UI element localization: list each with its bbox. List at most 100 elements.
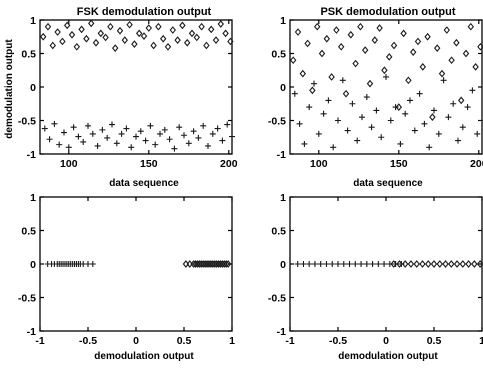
x-tick-label: -1 bbox=[35, 335, 44, 347]
x-tick-label: 0.5 bbox=[177, 335, 192, 347]
x-tick-label: 150 bbox=[390, 158, 408, 170]
x-tick-label: 150 bbox=[140, 158, 158, 170]
data-point-plus bbox=[335, 261, 341, 267]
data-point-diamond bbox=[361, 46, 369, 55]
data-point-diamond bbox=[145, 24, 153, 32]
data-point-plus bbox=[219, 137, 226, 144]
data-point-plus bbox=[301, 140, 308, 147]
data-point-plus bbox=[339, 77, 346, 84]
data-point-diamond bbox=[419, 260, 426, 268]
data-point-diamond bbox=[188, 29, 196, 38]
data-point-diamond bbox=[135, 29, 143, 38]
data-point-plus bbox=[147, 122, 154, 129]
data-point-plus bbox=[224, 121, 231, 128]
data-point-plus bbox=[89, 130, 96, 137]
data-point-diamond bbox=[155, 22, 162, 31]
data-point-plus bbox=[317, 261, 324, 267]
x-tick-label: -0.5 bbox=[329, 335, 347, 347]
data-point-plus bbox=[137, 128, 144, 135]
data-point-diamond bbox=[443, 26, 451, 34]
data-point-diamond bbox=[366, 79, 374, 88]
data-point-diamond bbox=[438, 69, 446, 78]
data-point-plus bbox=[99, 126, 106, 133]
data-point-plus bbox=[479, 117, 483, 124]
data-point-plus bbox=[354, 137, 361, 144]
data-point-plus bbox=[306, 261, 313, 267]
data-point-diamond bbox=[425, 260, 432, 268]
data-point-diamond bbox=[357, 22, 364, 31]
data-point-diamond bbox=[150, 41, 157, 50]
y-tick-label: 1 bbox=[280, 15, 286, 27]
data-point-plus bbox=[464, 104, 471, 111]
data-point-diamond bbox=[442, 260, 449, 268]
data-point-diamond bbox=[49, 41, 57, 50]
data-point-plus bbox=[157, 130, 163, 137]
data-point-plus bbox=[383, 73, 389, 80]
data-point-diamond bbox=[223, 260, 230, 268]
x-tick-label: 0.5 bbox=[427, 335, 442, 347]
data-point-plus bbox=[392, 104, 399, 111]
data-point-plus bbox=[128, 144, 135, 151]
y-tick-label: 0.5 bbox=[271, 226, 286, 238]
chart-title: FSK demodulation output bbox=[77, 6, 212, 18]
data-point-diamond bbox=[83, 34, 90, 43]
y-tick-label: 0.5 bbox=[21, 49, 36, 61]
x-tick-label: -0.5 bbox=[79, 335, 97, 347]
data-point-diamond bbox=[54, 28, 61, 36]
data-point-diamond bbox=[347, 30, 355, 39]
data-point-plus bbox=[346, 261, 353, 267]
x-axis-label: demodulation output bbox=[94, 351, 194, 362]
data-point-plus bbox=[123, 125, 130, 132]
data-point-diamond bbox=[413, 260, 420, 268]
data-point-plus bbox=[200, 122, 207, 129]
data-point-diamond bbox=[294, 28, 302, 36]
data-point-plus bbox=[181, 132, 187, 139]
data-point-plus bbox=[291, 90, 298, 97]
chart-psk-constellation: demodulation output 1 0.5 0 -0.5 -1-1 -0.5 0 0.… bbox=[268, 192, 483, 362]
data-point-diamond bbox=[164, 42, 172, 51]
chart-psk-demodulation: PSK demodulation output data sequence 10… bbox=[268, 6, 483, 189]
data-point-plus bbox=[329, 261, 336, 267]
data-point-plus bbox=[402, 110, 409, 117]
data-point-plus bbox=[306, 104, 313, 111]
data-point-plus bbox=[359, 114, 365, 121]
data-point-diamond bbox=[224, 260, 232, 268]
y-tick-label: -1 bbox=[27, 326, 36, 338]
x-tick-label: 200 bbox=[220, 158, 238, 170]
data-point-plus bbox=[80, 138, 87, 145]
data-point-plus bbox=[209, 130, 216, 137]
data-point-plus bbox=[61, 129, 67, 136]
data-point-diamond bbox=[92, 38, 100, 47]
data-point-diamond bbox=[407, 260, 415, 268]
chart-title: PSK demodulation output bbox=[320, 6, 455, 18]
y-tick-label: -1 bbox=[277, 326, 286, 338]
data-point-plus bbox=[344, 127, 351, 134]
data-point-plus bbox=[349, 100, 356, 107]
data-point-diamond bbox=[131, 40, 138, 48]
data-point-diamond bbox=[381, 66, 388, 75]
data-point-diamond bbox=[390, 260, 397, 268]
data-point-plus bbox=[205, 142, 211, 149]
data-point-plus bbox=[89, 261, 96, 267]
data-point-plus bbox=[386, 261, 393, 267]
data-point-diamond bbox=[405, 76, 412, 85]
y-tick-label: 1 bbox=[30, 192, 36, 204]
data-point-diamond bbox=[457, 96, 465, 105]
data-point-diamond bbox=[169, 26, 177, 34]
data-point-diamond bbox=[39, 32, 47, 41]
y-tick-label: 0 bbox=[30, 259, 36, 271]
data-point-diamond bbox=[102, 33, 109, 42]
chart-fsk-constellation: demodulation output 1 0.5 0 -0.5 -1-1 -0.5 0 0.… bbox=[18, 192, 235, 362]
data-point-plus bbox=[435, 130, 442, 137]
data-point-plus bbox=[176, 124, 183, 131]
data-point-diamond bbox=[409, 48, 417, 57]
data-point-plus bbox=[352, 261, 359, 267]
data-point-plus bbox=[325, 97, 332, 104]
data-point-diamond bbox=[352, 59, 359, 68]
y-tick-label: 1 bbox=[30, 15, 36, 27]
data-point-plus bbox=[445, 114, 452, 121]
y-tick-label: 0 bbox=[280, 259, 286, 271]
y-axis-label: demodulation output bbox=[4, 39, 15, 139]
data-point-plus bbox=[152, 141, 159, 148]
